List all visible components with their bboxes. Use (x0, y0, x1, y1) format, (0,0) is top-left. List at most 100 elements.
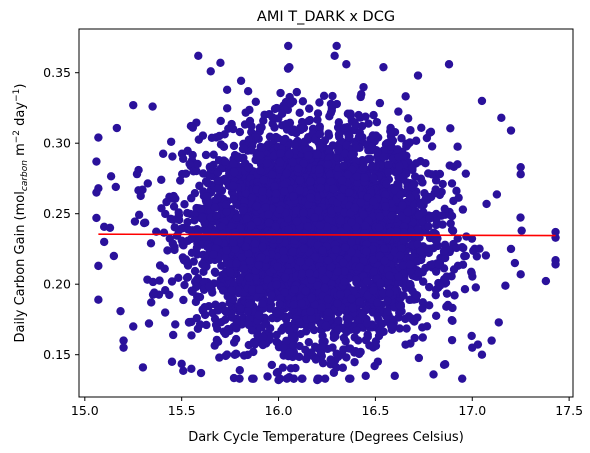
data-point (346, 109, 355, 118)
data-point (144, 319, 154, 328)
data-point (253, 217, 262, 226)
data-point (170, 223, 179, 232)
data-point (494, 318, 503, 327)
data-point (229, 159, 238, 169)
data-point (269, 151, 278, 161)
data-point (362, 318, 372, 328)
data-point (431, 176, 441, 185)
data-point (449, 162, 459, 172)
data-point (183, 225, 193, 234)
data-point (360, 173, 369, 182)
data-point (360, 227, 370, 237)
data-point (424, 222, 433, 231)
data-point (354, 349, 364, 359)
data-point (326, 262, 336, 272)
data-point (174, 215, 184, 225)
data-point (340, 267, 349, 276)
data-point (410, 179, 419, 189)
data-point (440, 204, 449, 214)
data-point (431, 290, 440, 300)
data-point (385, 271, 394, 280)
data-point (402, 324, 411, 333)
data-point (178, 253, 188, 262)
data-point (467, 268, 476, 278)
data-point (311, 355, 321, 364)
data-point (418, 178, 427, 187)
data-point (169, 202, 179, 211)
data-point (250, 239, 260, 248)
data-point (236, 76, 246, 86)
data-point (410, 333, 419, 343)
data-point (431, 267, 441, 276)
data-point (440, 360, 450, 369)
data-point (383, 307, 392, 316)
data-point (295, 108, 304, 118)
data-point (258, 332, 268, 341)
data-point (442, 289, 452, 298)
data-point (247, 326, 257, 335)
data-point (369, 110, 378, 120)
data-point (177, 236, 186, 245)
data-point (232, 324, 241, 333)
data-point (177, 224, 186, 233)
data-point (262, 159, 272, 168)
data-point (229, 167, 239, 177)
data-point (432, 237, 441, 246)
data-point (251, 97, 261, 106)
data-point (403, 114, 413, 123)
data-point (168, 330, 178, 340)
data-point (438, 220, 447, 229)
data-point (243, 307, 253, 316)
data-point (239, 144, 249, 153)
data-point (333, 299, 342, 308)
data-point (316, 348, 326, 357)
data-point (251, 228, 260, 237)
data-point (405, 260, 415, 269)
data-point (354, 132, 364, 141)
data-point (158, 149, 168, 158)
data-point (339, 161, 348, 170)
data-point (252, 201, 261, 211)
data-point (356, 198, 366, 207)
data-point (270, 182, 279, 191)
data-point (299, 159, 308, 168)
data-point (361, 112, 370, 121)
data-point (112, 123, 122, 133)
data-point (231, 349, 241, 359)
data-point (210, 196, 219, 206)
data-point (334, 130, 344, 139)
data-point (406, 126, 415, 135)
data-point (190, 189, 200, 198)
data-point (155, 276, 164, 285)
data-point (334, 118, 344, 127)
data-point (351, 121, 360, 130)
data-point (222, 207, 231, 217)
data-point (192, 166, 201, 176)
data-point (222, 85, 232, 94)
data-point (257, 143, 267, 153)
data-point (218, 286, 228, 295)
data-point (346, 195, 355, 204)
data-point (174, 273, 183, 283)
data-point (460, 251, 469, 261)
data-point (233, 152, 243, 161)
data-point (179, 366, 188, 376)
data-point (258, 340, 268, 350)
data-point (347, 247, 356, 257)
data-point (134, 210, 144, 220)
data-point (304, 116, 313, 126)
data-point (318, 358, 328, 368)
data-point (467, 331, 476, 341)
data-point (424, 282, 434, 292)
data-point (481, 251, 491, 260)
data-point (198, 213, 207, 222)
data-point (178, 154, 188, 163)
data-point (408, 163, 417, 173)
data-point (146, 239, 156, 248)
data-point (208, 288, 217, 297)
data-point (365, 154, 375, 164)
data-point (307, 275, 316, 284)
data-point (341, 337, 350, 346)
data-point (413, 313, 422, 322)
data-point (380, 190, 390, 200)
